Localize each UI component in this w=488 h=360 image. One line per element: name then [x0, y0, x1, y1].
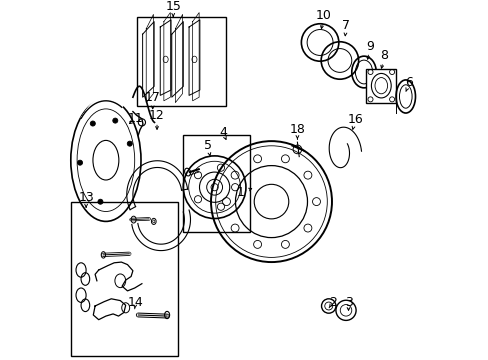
Text: 7: 7 — [341, 19, 349, 32]
Text: 1: 1 — [237, 186, 244, 199]
Circle shape — [127, 141, 132, 146]
Text: 11: 11 — [128, 112, 143, 125]
Text: 8: 8 — [380, 49, 388, 62]
Text: 5: 5 — [203, 139, 211, 152]
Text: 4: 4 — [219, 126, 226, 139]
Text: 18: 18 — [289, 123, 305, 136]
Text: 17: 17 — [144, 91, 161, 104]
Text: 15: 15 — [165, 0, 181, 13]
Text: 6: 6 — [405, 76, 412, 89]
Circle shape — [77, 160, 82, 165]
Text: 16: 16 — [347, 113, 363, 126]
Bar — [137, 17, 226, 106]
Circle shape — [98, 199, 103, 204]
Text: 2: 2 — [328, 296, 336, 309]
Text: 3: 3 — [344, 296, 352, 309]
Bar — [366, 69, 396, 103]
Text: 9: 9 — [366, 40, 373, 53]
Bar — [183, 135, 249, 232]
Bar — [71, 202, 177, 356]
Polygon shape — [81, 95, 125, 118]
Text: 12: 12 — [149, 109, 164, 122]
Text: 14: 14 — [127, 296, 143, 309]
Circle shape — [90, 121, 95, 126]
Text: 10: 10 — [315, 9, 331, 22]
Text: 13: 13 — [78, 191, 94, 204]
Circle shape — [113, 118, 118, 123]
